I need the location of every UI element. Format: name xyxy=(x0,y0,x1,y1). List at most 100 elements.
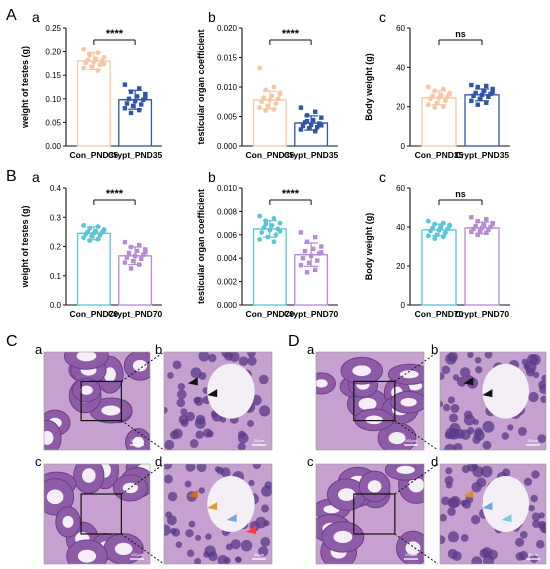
cell-nucleus xyxy=(167,372,174,379)
y-tick-label: 0.00 xyxy=(45,142,61,151)
cell-nucleus xyxy=(164,524,171,536)
data-point xyxy=(436,95,442,101)
data-point xyxy=(425,233,431,239)
y-axis-label: weight of testes (g) xyxy=(20,46,30,129)
cell-nucleus xyxy=(258,374,269,385)
cell-nucleus xyxy=(208,353,217,363)
bar-0 xyxy=(76,232,111,306)
scale-bar-label: 20μm xyxy=(254,552,265,557)
cell-nucleus xyxy=(480,465,493,478)
y-tick-label: 0.006 xyxy=(217,231,238,240)
cell-nucleus xyxy=(471,556,483,564)
x-category-label: Crypt_PND70 xyxy=(284,309,339,319)
cell-nucleus xyxy=(447,507,456,517)
cell-nucleus xyxy=(460,499,467,507)
tubule-lumen xyxy=(396,465,415,474)
cell-nucleus xyxy=(537,434,546,444)
data-point xyxy=(277,228,283,234)
micrograph-sub-letter: b xyxy=(431,342,438,357)
cell-nucleus xyxy=(198,352,210,362)
y-tick-label: 0.05 xyxy=(45,118,61,127)
data-point xyxy=(477,96,483,101)
data-point xyxy=(269,223,275,228)
micrograph-frame xyxy=(43,463,151,565)
data-point xyxy=(471,226,476,232)
cell-nucleus xyxy=(441,365,451,375)
micrograph-sub-letter: d xyxy=(431,454,438,469)
zoom-region-box xyxy=(80,380,122,422)
cell-nucleus xyxy=(225,543,233,551)
cell-nucleus xyxy=(170,528,177,535)
cell-nucleus xyxy=(523,477,533,486)
data-point xyxy=(308,122,314,127)
chart-sub-letter: a xyxy=(32,169,40,185)
data-point xyxy=(319,115,324,120)
y-tick-label: 0.000 xyxy=(217,301,238,310)
data-point xyxy=(319,250,324,255)
data-point xyxy=(447,91,453,97)
data-point xyxy=(89,64,95,70)
data-point xyxy=(490,86,495,92)
annotation-arrow xyxy=(463,377,474,386)
cell-nucleus xyxy=(447,531,460,543)
micrograph-frame xyxy=(163,351,273,451)
zoom-region-box xyxy=(353,380,396,422)
cell-nucleus xyxy=(467,352,474,359)
cell-nucleus xyxy=(188,520,196,528)
y-tick-label: 60 xyxy=(396,24,405,33)
y-tick-label: 0.2 xyxy=(50,243,62,252)
data-point xyxy=(83,60,89,66)
data-point xyxy=(139,256,144,261)
cell-nucleus xyxy=(445,467,453,475)
tubule-lumen xyxy=(367,480,382,493)
tubule-lumen xyxy=(388,431,406,445)
y-tick-label: 0.010 xyxy=(217,83,238,92)
cell-nucleus xyxy=(515,552,525,561)
tubule-lumen xyxy=(82,468,96,483)
x-category-label: Crypt_PND70 xyxy=(108,309,163,319)
data-point xyxy=(95,50,101,55)
micrograph-sub-letter: a xyxy=(35,342,43,357)
zoom-region-box xyxy=(353,493,396,535)
data-point xyxy=(97,232,103,238)
data-point xyxy=(126,250,132,256)
data-point xyxy=(81,235,87,241)
cell-nucleus xyxy=(166,515,177,526)
tubule-lumen xyxy=(333,530,353,544)
tubule-lumen xyxy=(207,363,255,419)
tubule-lumen xyxy=(62,515,74,528)
annotation-arrow xyxy=(207,502,218,510)
data-point xyxy=(481,222,487,228)
y-tick-label: 0.4 xyxy=(50,184,62,193)
cell-nucleus xyxy=(528,504,535,512)
cell-nucleus xyxy=(440,372,445,381)
cell-nucleus xyxy=(460,429,471,440)
y-axis-label: weight of testes (g) xyxy=(20,205,30,288)
data-point xyxy=(132,98,138,104)
micrograph-frame xyxy=(315,463,425,565)
cell-nucleus xyxy=(259,405,271,417)
data-point xyxy=(122,239,128,245)
cell-nucleus xyxy=(536,540,545,549)
micrograph-C-d: d 20μm xyxy=(155,454,273,565)
data-point xyxy=(257,105,263,111)
tubule-lumen xyxy=(132,359,148,372)
y-tick-label: 0.004 xyxy=(217,254,238,263)
bar-0 xyxy=(421,229,457,306)
cell-nucleus xyxy=(164,439,175,450)
data-point xyxy=(130,103,136,109)
tubule-lumen xyxy=(46,489,64,505)
cell-nucleus xyxy=(444,432,452,439)
cell-nucleus xyxy=(538,512,545,519)
cell-nucleus xyxy=(237,432,249,444)
micrograph-image xyxy=(44,352,150,450)
data-point xyxy=(126,96,132,101)
data-point xyxy=(81,46,87,52)
data-point xyxy=(479,92,485,98)
data-point xyxy=(87,238,93,244)
annotation-arrow xyxy=(246,526,257,534)
data-point xyxy=(263,108,269,113)
x-category-label: Con_PND35 xyxy=(415,150,464,160)
cell-nucleus xyxy=(445,481,453,489)
data-point xyxy=(484,100,489,105)
